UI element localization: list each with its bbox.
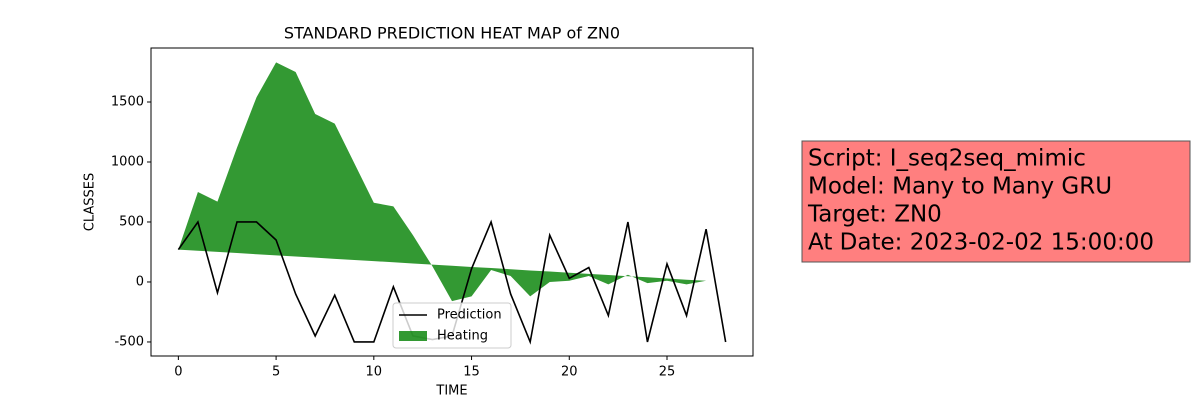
y-axis-label: CLASSES (83, 173, 98, 231)
annotation-text: Model: Many to Many GRU (808, 174, 1112, 200)
annotation-box (801, 140, 1191, 263)
y-tick-label: 500 (119, 214, 144, 229)
x-tick-label: 5 (272, 365, 280, 380)
x-tick-label: 0 (174, 365, 182, 380)
legend-label: Prediction (437, 308, 502, 323)
annotation-text: Target: ZN0 (807, 202, 942, 228)
annotation-text: Script: I_seq2seq_mimic (808, 146, 1086, 172)
x-tick-label: 15 (463, 365, 480, 380)
plot-frame (150, 47, 754, 357)
y-tick-label: 1500 (111, 94, 144, 109)
chart-title: STANDARD PREDICTION HEAT MAP of ZN0 (284, 24, 620, 43)
x-tick-label: 20 (561, 365, 578, 380)
area (178, 62, 726, 302)
x-tick-label: 10 (366, 365, 383, 380)
legend-swatch (399, 331, 427, 341)
y-tick-label: -500 (114, 334, 144, 349)
annotation-text: At Date: 2023-02-02 15:00:00 (808, 230, 1154, 256)
y-tick-label: 0 (136, 274, 144, 289)
legend-label: Heating (437, 329, 488, 344)
y-tick-label: 1000 (111, 154, 144, 169)
x-axis-label: TIME (435, 384, 467, 399)
x-tick-label: 25 (659, 365, 676, 380)
